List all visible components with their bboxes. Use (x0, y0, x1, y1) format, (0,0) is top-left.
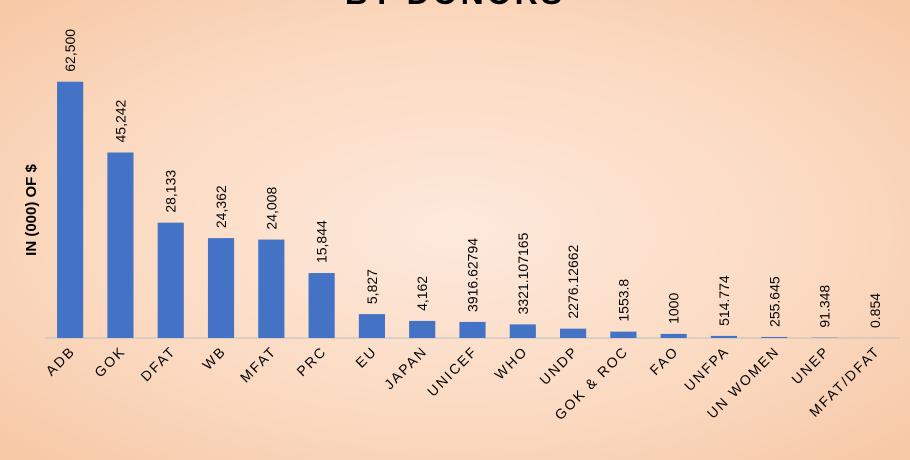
bar (157, 222, 184, 338)
value-label: 24,362 (213, 185, 229, 228)
y-axis-label: IN (000) OF $ (23, 164, 40, 256)
value-label: 28,133 (163, 170, 179, 213)
value-label: 3916.62794 (465, 238, 481, 312)
bar (459, 321, 486, 338)
value-label: 1000 (666, 293, 682, 324)
value-label: 2276.12662 (565, 244, 581, 318)
bar (358, 314, 385, 338)
bar (509, 324, 536, 338)
bar (107, 152, 134, 338)
value-label: 5,827 (364, 269, 380, 304)
value-label: 1553.8 (615, 279, 631, 322)
value-label: 24,008 (263, 187, 279, 230)
value-label: 4,162 (414, 276, 430, 311)
value-label: 514.774 (716, 275, 732, 326)
bar (409, 320, 436, 338)
chart-title: BY DONORS (345, 0, 565, 11)
bar (308, 273, 335, 338)
bar (710, 335, 738, 338)
value-label: 15,844 (314, 220, 330, 263)
bar (610, 331, 637, 338)
bar (258, 239, 285, 338)
value-label: 91.348 (817, 285, 833, 328)
value-label: 0.854 (867, 293, 883, 328)
value-label: 62,500 (62, 29, 78, 72)
bar (761, 336, 788, 338)
value-label: 45,242 (112, 99, 128, 142)
value-label: 255.645 (766, 276, 782, 327)
bar (660, 333, 687, 338)
bar (560, 328, 587, 338)
bar (207, 238, 235, 338)
value-label: 3321.107165 (515, 232, 531, 314)
bar (57, 81, 84, 338)
